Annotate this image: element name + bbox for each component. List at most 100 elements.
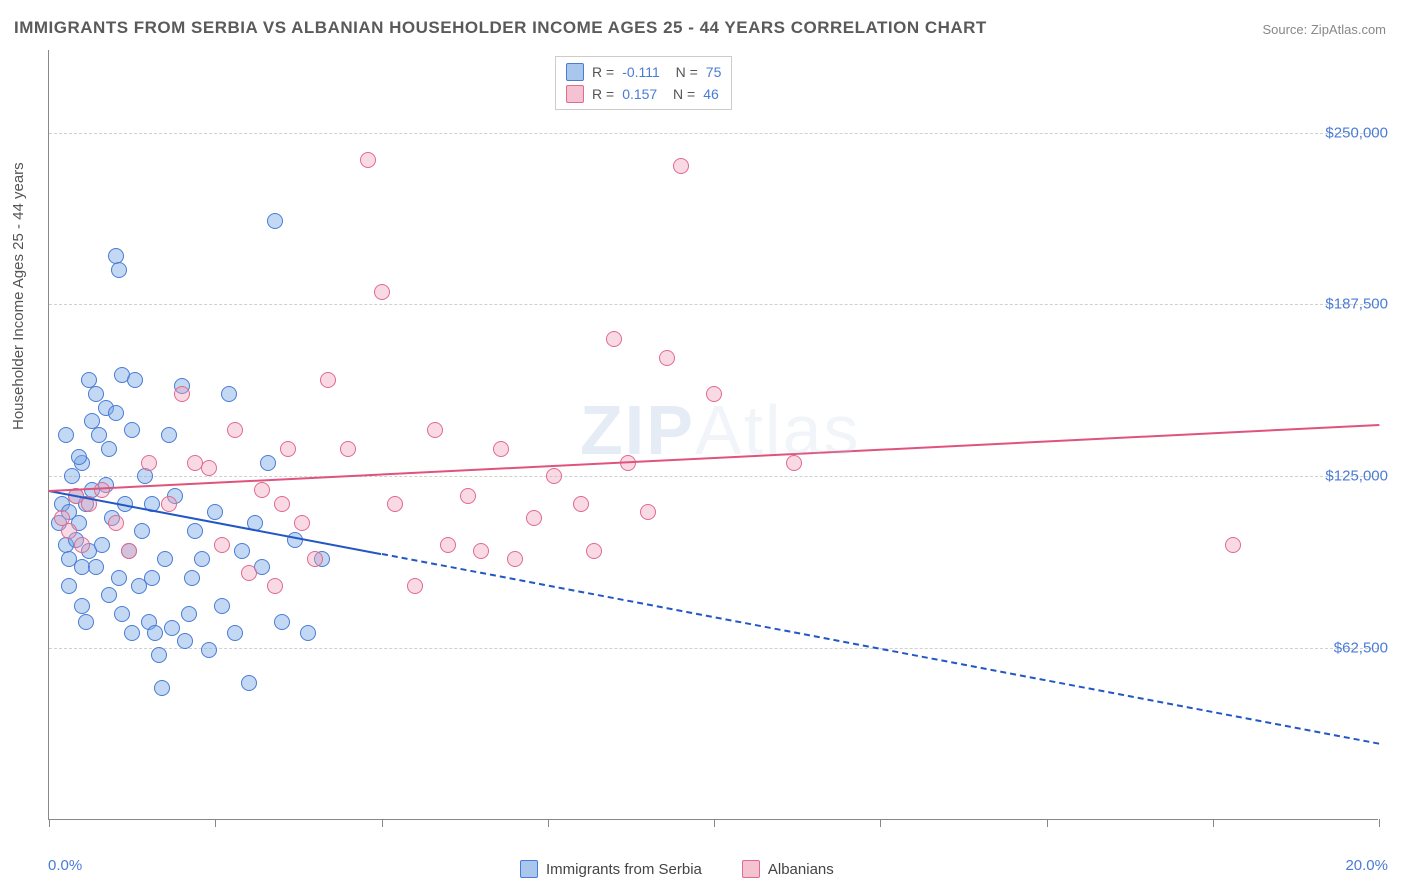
gridline xyxy=(49,133,1378,134)
data-point xyxy=(320,372,336,388)
data-point xyxy=(84,413,100,429)
data-point xyxy=(134,523,150,539)
data-point xyxy=(207,504,223,520)
data-point xyxy=(427,422,443,438)
data-point xyxy=(526,510,542,526)
data-point xyxy=(573,496,589,512)
data-point xyxy=(61,578,77,594)
x-tick xyxy=(382,819,383,827)
legend-swatch xyxy=(520,860,538,878)
x-tick xyxy=(215,819,216,827)
data-point xyxy=(227,422,243,438)
data-point xyxy=(184,570,200,586)
legend-n-value: 46 xyxy=(703,86,719,102)
data-point xyxy=(101,587,117,603)
y-tick-label: $125,000 xyxy=(1325,468,1388,485)
y-tick-label: $187,500 xyxy=(1325,296,1388,313)
data-point xyxy=(673,158,689,174)
legend-item: Albanians xyxy=(742,860,834,878)
data-point xyxy=(241,565,257,581)
data-point xyxy=(260,455,276,471)
x-tick xyxy=(1047,819,1048,827)
data-point xyxy=(407,578,423,594)
legend-label: Albanians xyxy=(768,861,834,878)
data-point xyxy=(1225,537,1241,553)
legend-swatch xyxy=(566,63,584,81)
x-end-label: 20.0% xyxy=(1345,857,1388,874)
source-label: Source: ZipAtlas.com xyxy=(1262,22,1386,37)
x-start-label: 0.0% xyxy=(48,857,82,874)
data-point xyxy=(300,625,316,641)
data-point xyxy=(280,441,296,457)
data-point xyxy=(108,515,124,531)
legend-n-label: N = xyxy=(665,86,695,102)
data-point xyxy=(360,152,376,168)
legend-r-value: -0.111 xyxy=(622,64,660,80)
legend-swatch xyxy=(742,860,760,878)
data-point xyxy=(144,570,160,586)
chart-title: IMMIGRANTS FROM SERBIA VS ALBANIAN HOUSE… xyxy=(14,18,987,38)
data-point xyxy=(214,537,230,553)
data-point xyxy=(174,386,190,402)
legend-r-label: R = xyxy=(592,64,614,80)
data-point xyxy=(267,213,283,229)
legend-r-label: R = xyxy=(592,86,614,102)
legend-row: R = 0.157 N = 46 xyxy=(566,83,721,105)
x-tick xyxy=(548,819,549,827)
legend-swatch xyxy=(566,85,584,103)
data-point xyxy=(127,372,143,388)
data-point xyxy=(786,455,802,471)
correlation-legend: R = -0.111 N = 75 R = 0.157 N = 46 xyxy=(555,56,732,110)
data-point xyxy=(161,427,177,443)
data-point xyxy=(267,578,283,594)
data-point xyxy=(157,551,173,567)
data-point xyxy=(493,441,509,457)
data-point xyxy=(274,614,290,630)
data-point xyxy=(187,523,203,539)
data-point xyxy=(546,468,562,484)
data-point xyxy=(274,496,290,512)
y-tick-label: $250,000 xyxy=(1325,124,1388,141)
gridline xyxy=(49,476,1378,477)
data-point xyxy=(294,515,310,531)
data-point xyxy=(141,455,157,471)
data-point xyxy=(181,606,197,622)
data-point xyxy=(74,537,90,553)
data-point xyxy=(606,331,622,347)
legend-n-value: 75 xyxy=(706,64,722,80)
legend-label: Immigrants from Serbia xyxy=(546,861,702,878)
data-point xyxy=(214,598,230,614)
data-point xyxy=(507,551,523,567)
data-point xyxy=(94,537,110,553)
data-point xyxy=(78,614,94,630)
data-point xyxy=(201,642,217,658)
data-point xyxy=(121,543,137,559)
data-point xyxy=(74,598,90,614)
data-point xyxy=(706,386,722,402)
data-point xyxy=(101,441,117,457)
data-point xyxy=(164,620,180,636)
data-point xyxy=(640,504,656,520)
data-point xyxy=(114,606,130,622)
series-legend: Immigrants from Serbia Albanians xyxy=(520,860,834,878)
data-point xyxy=(94,482,110,498)
data-point xyxy=(254,482,270,498)
data-point xyxy=(177,633,193,649)
data-point xyxy=(111,570,127,586)
data-point xyxy=(307,551,323,567)
data-point xyxy=(154,680,170,696)
data-point xyxy=(340,441,356,457)
data-point xyxy=(111,262,127,278)
x-tick xyxy=(1379,819,1380,827)
data-point xyxy=(147,625,163,641)
data-point xyxy=(151,647,167,663)
data-point xyxy=(194,551,210,567)
legend-n-label: N = xyxy=(668,64,698,80)
gridline xyxy=(49,304,1378,305)
data-point xyxy=(124,625,140,641)
data-point xyxy=(124,422,140,438)
y-axis-label: Householder Income Ages 25 - 44 years xyxy=(10,162,27,430)
data-point xyxy=(221,386,237,402)
data-point xyxy=(137,468,153,484)
trend-line xyxy=(49,424,1379,492)
